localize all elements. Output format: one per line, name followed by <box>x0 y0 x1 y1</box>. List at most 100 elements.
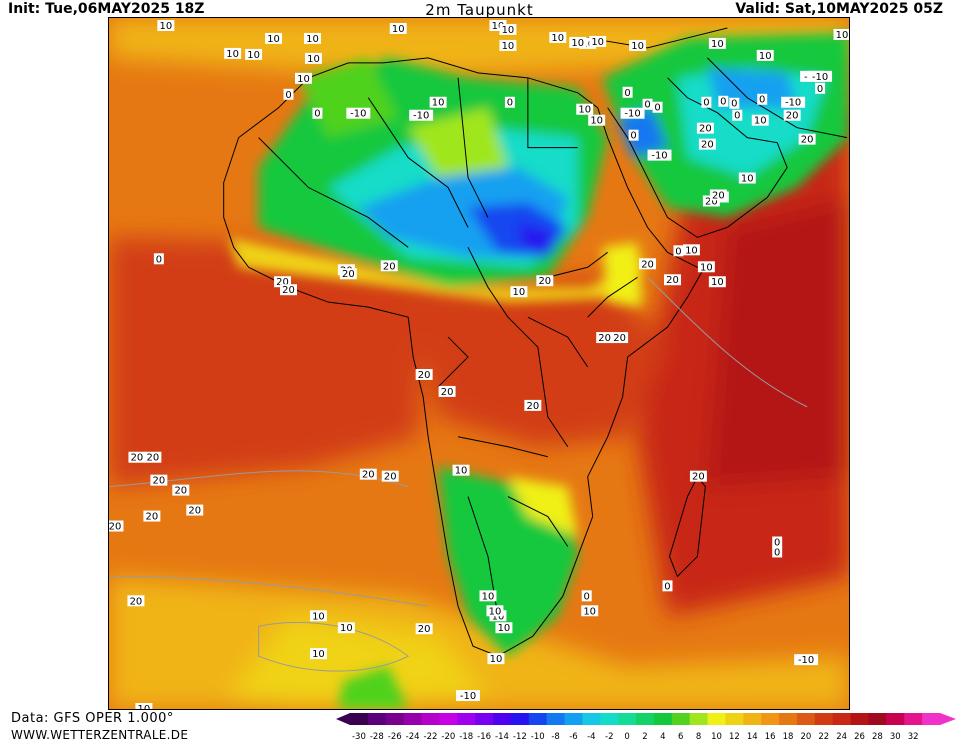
contour-label: 0 <box>673 245 684 257</box>
svg-text:20: 20 <box>699 124 712 135</box>
contour-label: 10 <box>304 52 322 65</box>
contour-label: 0 <box>312 107 323 120</box>
colorbar-tick-label: -14 <box>495 732 509 741</box>
colorbar-swatch <box>707 713 726 725</box>
isoline-2 <box>109 575 429 607</box>
contour-label: 10 <box>495 622 513 634</box>
svg-text:10: 10 <box>551 33 564 44</box>
svg-text:10: 10 <box>297 74 310 85</box>
svg-text:-10: -10 <box>350 109 366 120</box>
contour-label: 0 <box>718 95 729 108</box>
colorbar-swatch <box>796 713 816 725</box>
contour-label: 10 <box>245 48 263 61</box>
contour-label: 20 <box>172 484 190 497</box>
contour-label: 0 <box>622 86 633 99</box>
contour-label: 10 <box>738 172 756 185</box>
svg-text:10: 10 <box>138 704 151 710</box>
contour-label: 0 <box>815 82 826 95</box>
svg-text:20: 20 <box>276 277 289 288</box>
contour-label: 20 <box>696 122 714 135</box>
colorbar-swatch <box>779 713 798 725</box>
contour-label: 0 <box>662 580 673 592</box>
contour-label: -10 <box>808 70 833 83</box>
svg-text:20: 20 <box>786 111 799 122</box>
svg-text:0: 0 <box>759 95 765 106</box>
colorbar-swatch <box>636 713 655 725</box>
colorbar-swatch <box>725 713 744 725</box>
contour-label: 20 <box>783 109 801 122</box>
svg-text:20: 20 <box>153 476 166 487</box>
colorbar-tick-label: 0 <box>624 732 629 741</box>
colorbar-tick-label: 2 <box>642 732 647 741</box>
contour-label: 0 <box>628 129 639 142</box>
colorbar-tick-label: 24 <box>836 732 847 741</box>
contour-label: 20 <box>664 274 681 286</box>
border-7 <box>457 436 548 458</box>
border-9 <box>507 496 569 547</box>
contour-label: 10 <box>499 39 517 52</box>
svg-text:20: 20 <box>692 472 705 483</box>
svg-text:20: 20 <box>701 140 714 151</box>
colorbar-tick-label: -18 <box>459 732 473 741</box>
contour-label: 10 <box>303 32 321 45</box>
colorbar-tick-label: -26 <box>388 732 402 741</box>
colorbar-tick-label: 16 <box>765 732 776 741</box>
nile-yellow-field <box>408 107 508 178</box>
svg-text:10: 10 <box>741 174 754 185</box>
atlantic-warm-field <box>109 237 429 487</box>
border-6 <box>537 346 569 448</box>
contour-label: -10 <box>409 109 434 122</box>
svg-text:20: 20 <box>613 333 626 344</box>
svg-text:10: 10 <box>312 649 325 660</box>
svg-text:10: 10 <box>340 623 353 634</box>
svg-text:0: 0 <box>285 90 291 101</box>
valid-time: Valid: Sat,10MAY2025 05Z <box>735 1 943 17</box>
contour-label: 10 <box>489 19 507 32</box>
arabia-coastline <box>607 77 788 238</box>
contour-label: 10 <box>479 590 497 602</box>
svg-text:10: 10 <box>700 262 713 273</box>
colorbar-swatch <box>618 713 637 725</box>
svg-text:20: 20 <box>383 261 396 272</box>
contour-label: 10 <box>429 96 447 109</box>
contour-label: 20 <box>702 195 720 207</box>
contour-label: 20 <box>339 268 357 280</box>
colorbar-swatch <box>850 713 869 725</box>
colorbar-tick-label: -28 <box>370 732 384 741</box>
svg-text:-10: -10 <box>785 98 801 109</box>
contour-label: 20 <box>689 470 707 483</box>
contour-label: -10 <box>620 107 645 120</box>
contour-label: 10 <box>294 72 312 85</box>
contour-label: 10 <box>487 653 505 665</box>
svg-text:0: 0 <box>630 131 636 142</box>
contour-label: 10 <box>576 103 594 116</box>
border-4 <box>527 77 578 149</box>
contour-label: 10 <box>682 244 700 256</box>
isoline-4 <box>647 276 808 408</box>
contour-label: 10 <box>452 464 470 477</box>
contour-label: 10 <box>510 286 528 298</box>
svg-text:-10: -10 <box>624 109 640 120</box>
contour-label: 20 <box>536 275 554 287</box>
svg-text:10: 10 <box>685 245 698 256</box>
contour-label: -10 <box>456 690 480 702</box>
colorbar-tick-label: 20 <box>800 732 811 741</box>
central-africa-field <box>408 277 668 447</box>
svg-text:10: 10 <box>591 37 604 48</box>
border-5 <box>467 247 539 348</box>
indian-ocean-core <box>707 197 849 487</box>
svg-text:10: 10 <box>583 606 596 617</box>
svg-text:10: 10 <box>489 606 502 617</box>
svg-text:10: 10 <box>754 116 767 127</box>
colorbar-swatch <box>653 713 673 725</box>
svg-text:10: 10 <box>759 51 772 62</box>
contour-label: 10 <box>756 49 774 62</box>
contour-label: 20 <box>639 258 657 270</box>
contour-label: 0 <box>642 98 653 111</box>
contour-label: 20 <box>381 470 399 483</box>
contour-label: 0 <box>652 101 663 114</box>
contour-label: 0 <box>504 96 515 109</box>
svg-text:0: 0 <box>703 98 709 109</box>
